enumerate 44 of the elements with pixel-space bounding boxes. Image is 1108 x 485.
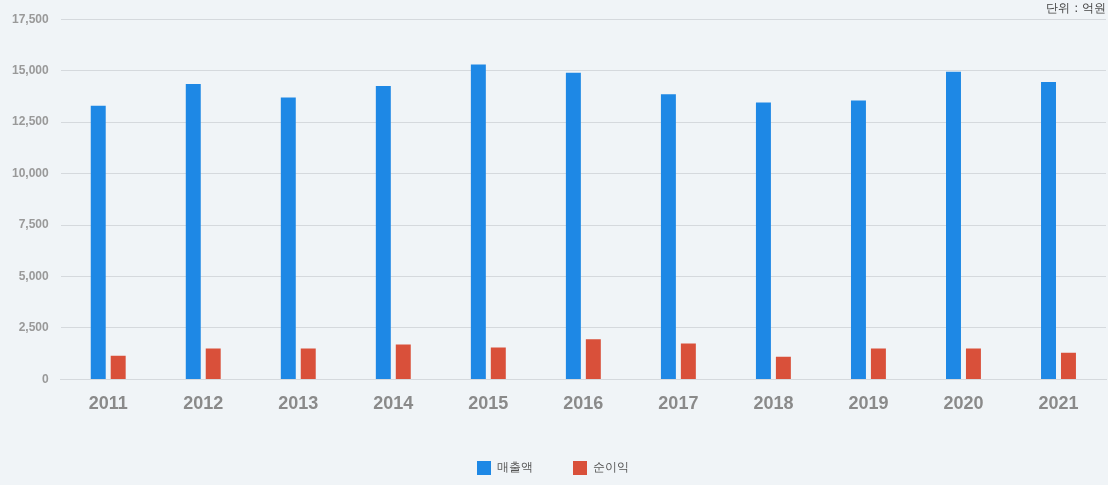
bar — [850, 100, 866, 379]
bar — [1041, 81, 1056, 379]
y-tick-label: 15,000 — [12, 62, 50, 77]
y-tick-label: 5,000 — [18, 268, 50, 283]
y-tick-label: 7,500 — [18, 217, 50, 232]
legend-label: 매출액 — [497, 460, 533, 475]
bar — [395, 344, 411, 379]
bar — [205, 348, 221, 379]
x-tick-label: 2012 — [183, 393, 224, 414]
y-tick-label: 2,500 — [18, 320, 50, 335]
x-tick-label: 2020 — [943, 393, 984, 414]
bar — [470, 64, 486, 379]
bar — [185, 84, 201, 379]
y-tick-label: 0 — [42, 371, 50, 386]
x-tick-label: 2018 — [753, 393, 794, 414]
text: 단위 : 억원 — [1046, 0, 1106, 17]
bar — [1060, 352, 1076, 379]
bar — [755, 102, 771, 379]
x-tick-label: 2014 — [373, 393, 414, 414]
x-tick-label: 2017 — [658, 393, 699, 414]
bar — [565, 72, 581, 379]
bar — [946, 71, 961, 379]
x-tick-label: 2013 — [278, 393, 319, 414]
bar — [585, 339, 601, 379]
x-tick-label: 2015 — [468, 393, 509, 414]
bar — [90, 105, 106, 379]
bar — [110, 355, 126, 379]
x-tick-label: 2019 — [848, 393, 889, 414]
bar — [375, 86, 391, 379]
y-tick-label: 10,000 — [12, 165, 50, 180]
y-tick-label: 12,500 — [12, 114, 50, 129]
bar — [965, 348, 981, 379]
y-tick-label: 17,500 — [12, 11, 50, 26]
x-tick-label: 2016 — [563, 393, 604, 414]
x-tick-label: 2021 — [1038, 393, 1079, 414]
bar — [680, 343, 696, 379]
legend-label: 순이익 — [593, 460, 629, 475]
bar — [660, 94, 676, 379]
bar — [490, 347, 506, 379]
x-tick-label: 2011 — [88, 393, 128, 414]
bar — [300, 348, 316, 379]
bar — [870, 348, 886, 379]
bar — [280, 97, 296, 379]
bar — [775, 356, 791, 379]
